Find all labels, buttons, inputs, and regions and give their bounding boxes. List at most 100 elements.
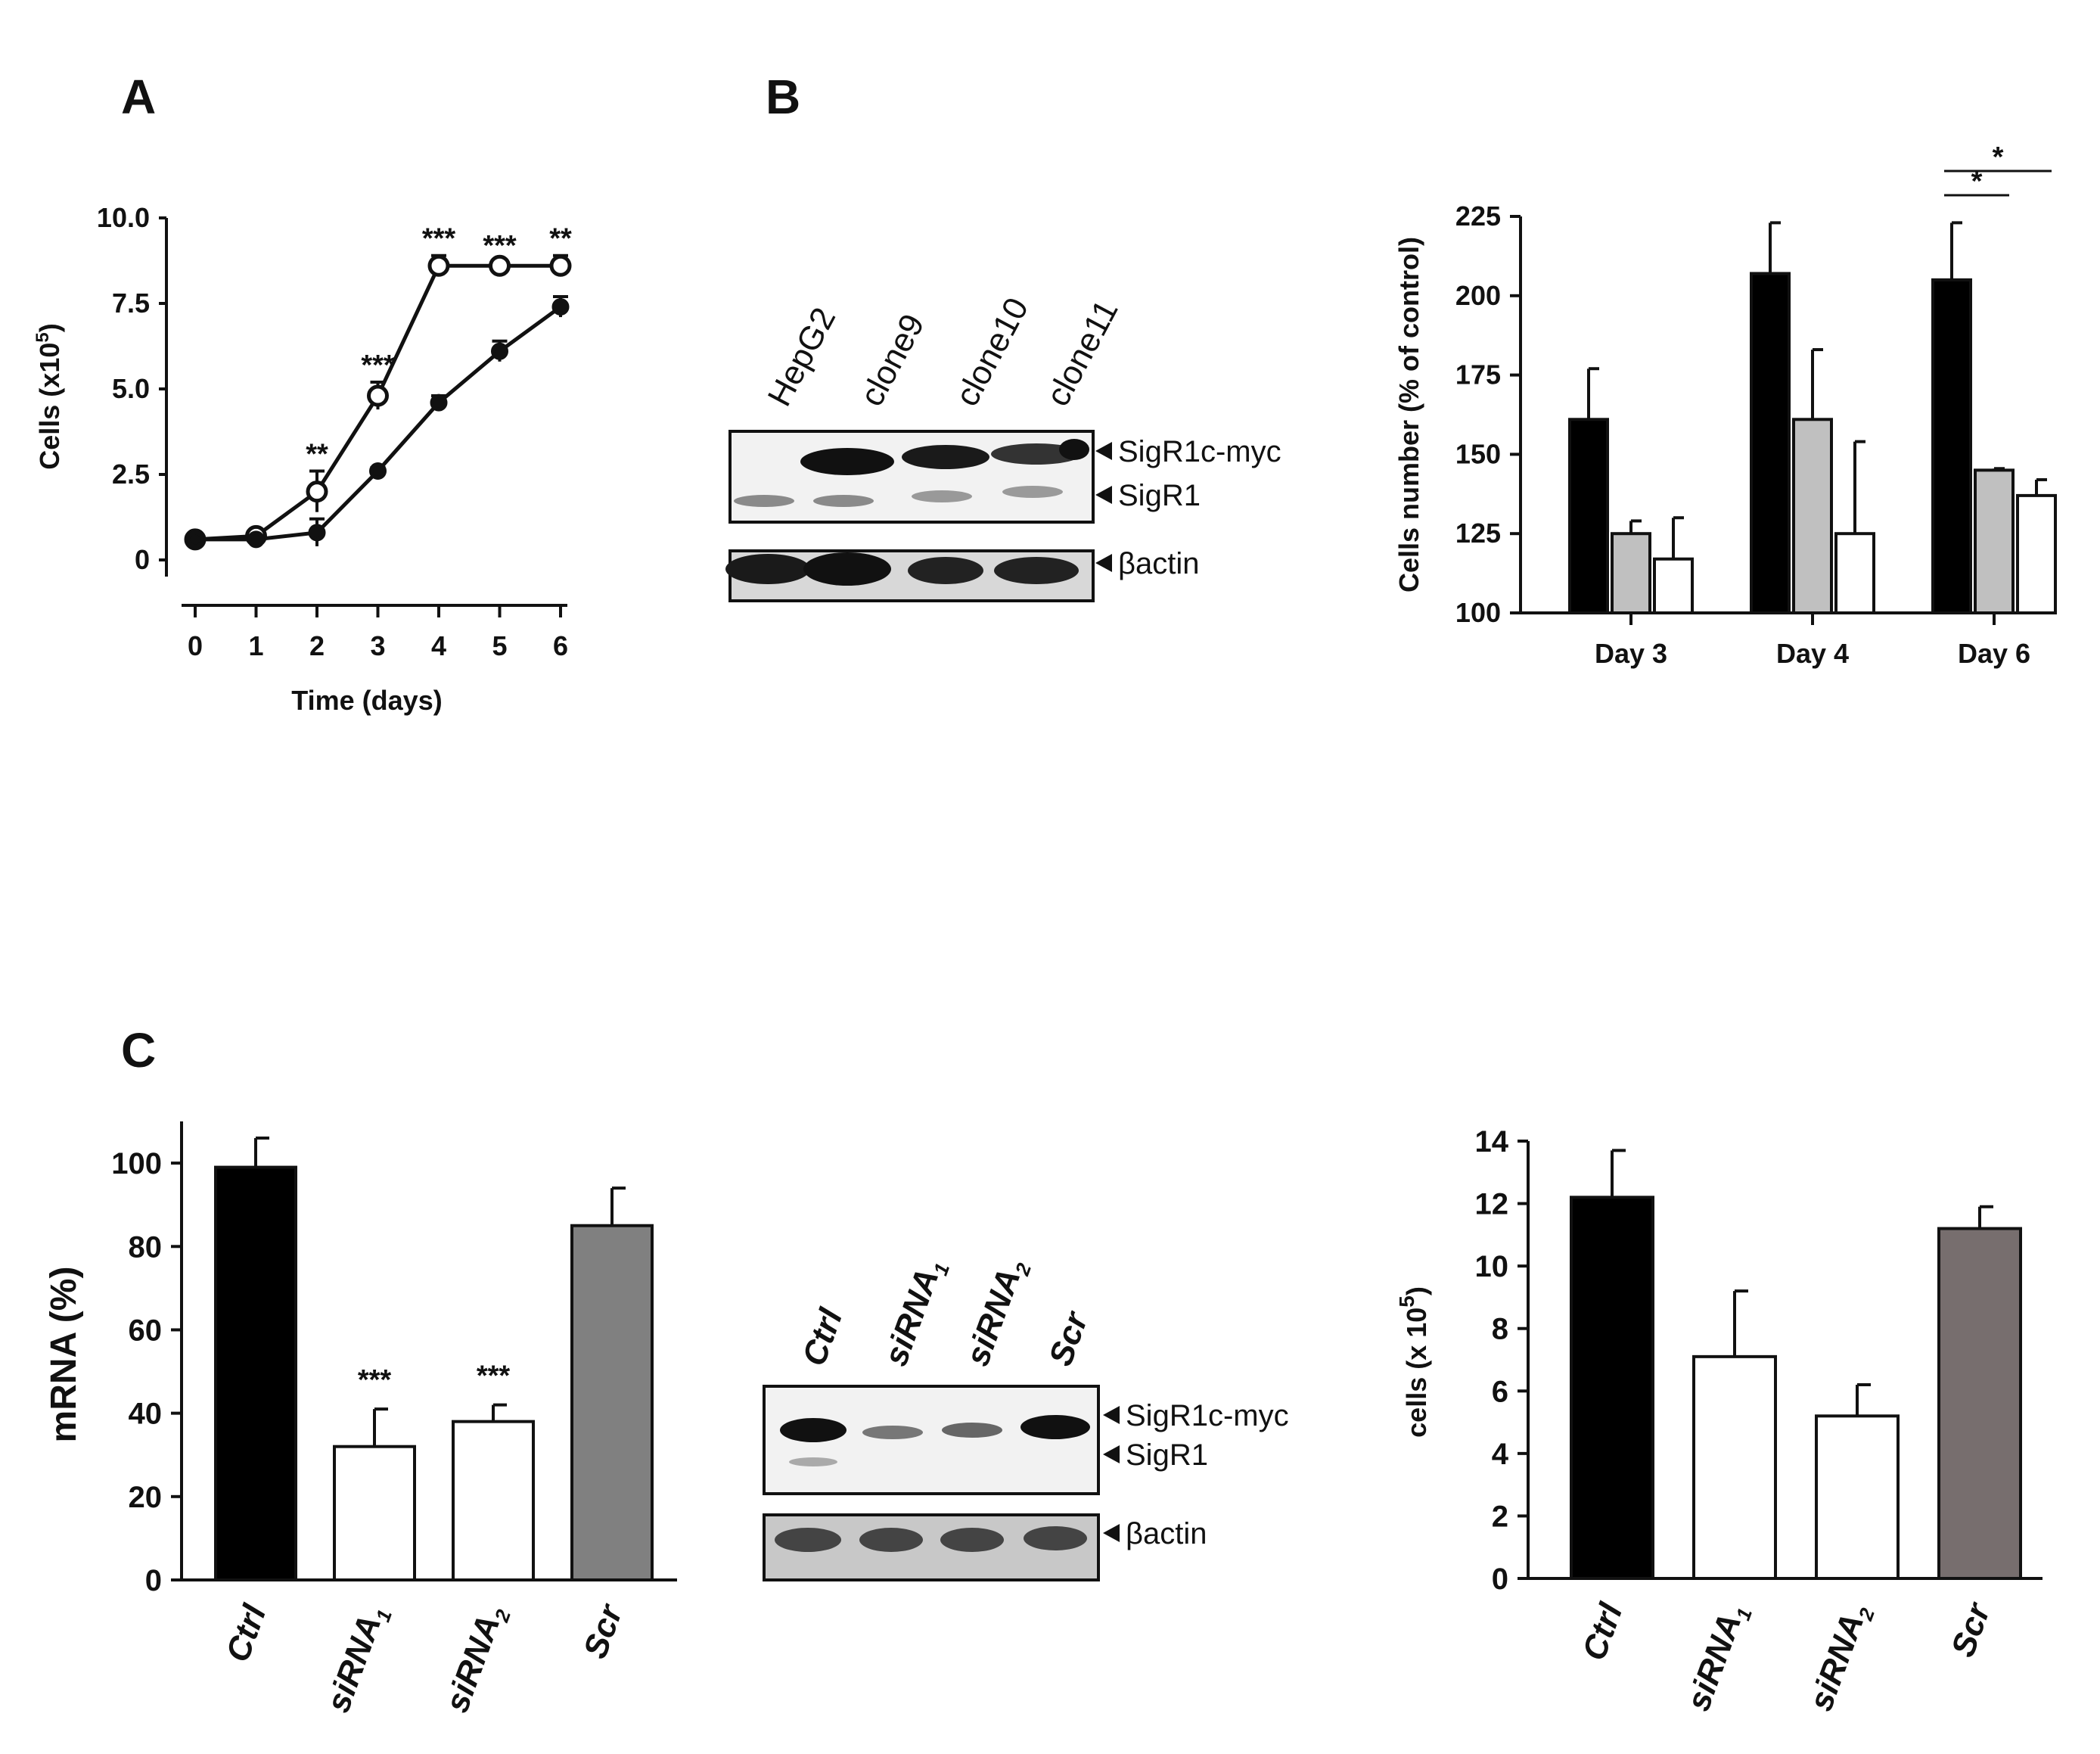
bar	[1611, 532, 1651, 615]
bar	[1834, 532, 1875, 615]
significance-label: **	[306, 438, 328, 470]
y-tick-label: 60	[129, 1314, 163, 1347]
panel-label-c: C	[121, 1023, 156, 1078]
x-tick-label: 4	[431, 630, 446, 661]
band-label-sigr1: SigR1	[1126, 1438, 1208, 1472]
y-axis-title: Cells (x105)	[33, 323, 65, 469]
x-tick-label: Ctrl	[1575, 1598, 1629, 1665]
band-arrows	[1103, 1406, 1120, 1542]
data-point	[549, 254, 572, 277]
lane-label: Scr	[1042, 1305, 1095, 1370]
y-tick-label: 0	[145, 1564, 162, 1597]
y-tick-label: 0	[1492, 1563, 1508, 1596]
lane-label: clone10	[949, 292, 1036, 412]
lane-label: siRNA1	[877, 1254, 954, 1373]
lane-label: Ctrl	[795, 1304, 850, 1371]
x-tick-label: siRNA2	[438, 1600, 515, 1718]
lane-label: siRNA2	[958, 1253, 1036, 1372]
data-point	[306, 480, 328, 503]
bar	[2016, 493, 2057, 614]
y-tick-label: 225	[1455, 201, 1501, 232]
significance-label: ***	[477, 1361, 511, 1392]
bar	[1931, 278, 1972, 614]
y-tick-label: 150	[1455, 438, 1501, 469]
x-tick-label: siRNA1	[319, 1600, 396, 1719]
panel-label-b: B	[766, 70, 800, 124]
significance-label: *	[1971, 166, 1983, 197]
data-point	[186, 530, 204, 549]
bar	[1974, 468, 2015, 614]
x-tick-label: 1	[248, 630, 263, 661]
y-tick-label: 4	[1492, 1438, 1509, 1471]
y-tick-label: 0	[135, 544, 150, 575]
panel-label-a: A	[121, 70, 156, 124]
lane-label: HepG2	[761, 302, 843, 412]
blot-bands-actin	[775, 1526, 1087, 1552]
bar	[1750, 272, 1791, 614]
y-tick-label: 20	[129, 1481, 163, 1514]
y-tick-label: 125	[1455, 518, 1501, 549]
y-tick-label: 80	[129, 1230, 163, 1264]
y-tick-label: 100	[111, 1147, 162, 1180]
y-tick-label: 10	[1475, 1250, 1509, 1283]
data-point	[551, 298, 570, 316]
bar	[1570, 1196, 1654, 1581]
y-tick-label: 5.0	[112, 373, 150, 404]
bar	[1937, 1227, 2022, 1580]
x-axis-title: Time (days)	[291, 685, 442, 716]
x-tick-label: Day 3	[1595, 638, 1667, 669]
y-tick-label: 10.0	[97, 202, 150, 233]
data-point	[489, 254, 511, 277]
x-tick-label: 6	[553, 630, 568, 661]
x-tick-label: 0	[188, 630, 203, 661]
bar	[333, 1445, 416, 1582]
bar	[452, 1420, 535, 1581]
x-tick-label: 3	[370, 630, 385, 661]
y-tick-label: 175	[1455, 359, 1501, 390]
bar	[1653, 557, 1694, 615]
significance-label: ***	[422, 223, 456, 255]
y-tick-label: 40	[129, 1398, 163, 1431]
lane-label: clone11	[1039, 294, 1126, 412]
x-tick-label: Scr	[576, 1598, 630, 1663]
bar	[214, 1165, 297, 1581]
blot-bands-sigr1	[734, 439, 1089, 507]
y-tick-label: 100	[1455, 597, 1501, 628]
band-label-sigr1c-myc: SigR1c-myc	[1126, 1399, 1289, 1432]
x-tick-label: siRNA2	[1802, 1598, 1879, 1717]
y-tick-label: 2	[1492, 1500, 1508, 1533]
y-tick-label: 7.5	[112, 288, 150, 319]
blot-bands-sigr1	[780, 1415, 1090, 1466]
y-axis-title: cells (x 105)	[1395, 1286, 1432, 1438]
x-tick-label: Ctrl	[219, 1600, 273, 1667]
significance-label: *	[1993, 142, 2004, 173]
data-point	[367, 384, 389, 407]
bar	[1692, 1354, 1777, 1581]
x-tick-label: Day 4	[1776, 638, 1849, 669]
lane-label: clone9	[853, 308, 932, 412]
x-tick-label: siRNA1	[1679, 1599, 1757, 1718]
cell-number-bar-chart: 100 125 150 175 200 225 Day 3 Day 4 Day 6 * * Ce…	[1393, 142, 2057, 669]
significance-label: ***	[483, 230, 517, 262]
data-point	[308, 524, 326, 542]
western-blot-b: HepG2 clone9 clone10 clone11 SigR1c-myc Sig…	[725, 292, 1281, 602]
y-axis-title: Cells number (% of control)	[1393, 237, 1424, 592]
y-axis-title: mRNA (%)	[44, 1267, 84, 1443]
bar	[1568, 418, 1609, 615]
x-tick-label: 2	[309, 630, 325, 661]
data-point	[247, 530, 265, 549]
y-tick-label: 2.5	[112, 459, 150, 490]
bar	[570, 1224, 654, 1582]
y-tick-label: 6	[1492, 1375, 1508, 1408]
x-tick-label: 5	[492, 630, 507, 661]
band-label-sigr1: SigR1	[1118, 479, 1201, 512]
significance-label: **	[549, 223, 572, 255]
band-arrows	[1095, 442, 1112, 572]
blot-bands-actin	[725, 552, 1079, 586]
data-point	[430, 393, 448, 412]
x-tick-label: Scr	[1944, 1597, 1998, 1662]
